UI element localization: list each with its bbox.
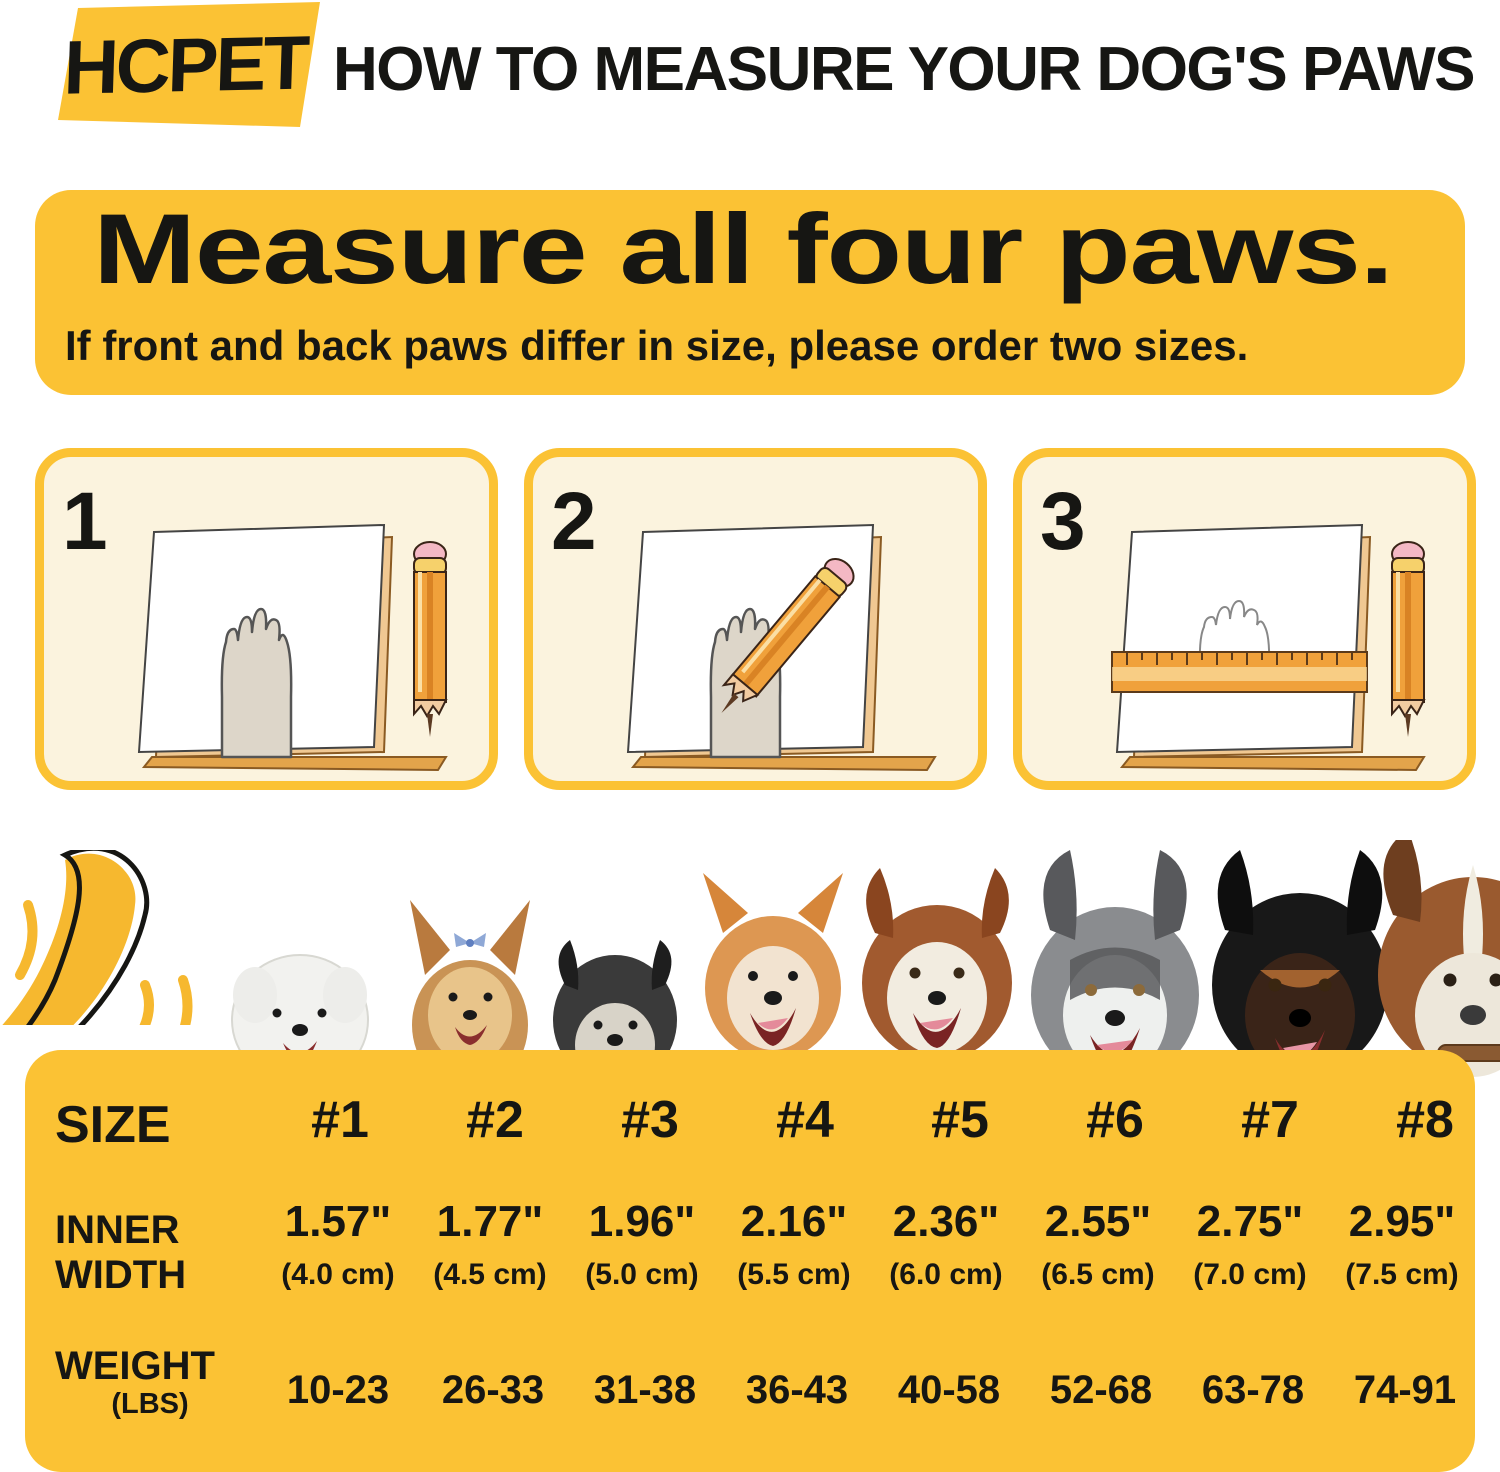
svg-text:2: 2 xyxy=(551,476,597,567)
svg-text:1: 1 xyxy=(62,476,108,567)
svg-text:3: 3 xyxy=(1040,476,1086,567)
